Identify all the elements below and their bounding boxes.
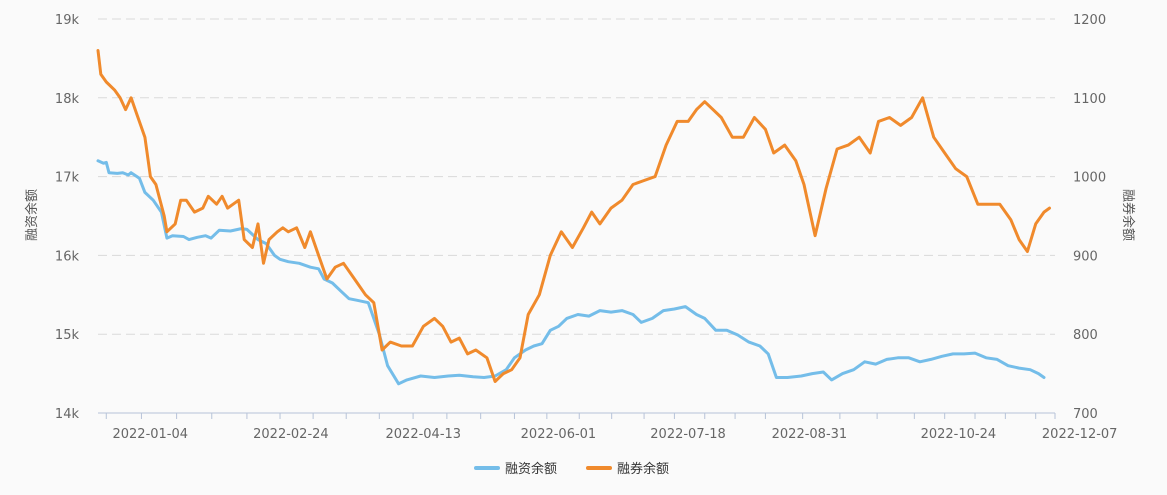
left-tick-label: 14k: [55, 407, 80, 422]
legend-item-financing[interactable]: 融资余额: [474, 461, 557, 477]
right-tick-label: 1200: [1073, 13, 1106, 28]
x-tick-label: 2022-01-04: [112, 427, 188, 442]
right-tick-label: 900: [1073, 249, 1098, 264]
series-line-financing: [96, 159, 1046, 386]
left-axis-ticks: 14k 15k 16k 17k 18k 19k: [55, 13, 80, 422]
x-tick-label: 2022-07-18: [650, 427, 726, 442]
legend: 融资余额 融券余额: [474, 461, 669, 477]
right-tick-label: 800: [1073, 328, 1098, 343]
grid-lines: [98, 18, 1055, 335]
right-axis-ticks: 700 800 900 1000 1100 1200: [1073, 13, 1106, 422]
left-tick-label: 18k: [55, 92, 80, 107]
right-tick-label: 1000: [1073, 171, 1106, 186]
left-tick-label: 16k: [55, 249, 80, 264]
left-tick-label: 15k: [55, 328, 80, 343]
series-line-short-selling: [96, 49, 1051, 383]
x-tick-label: 2022-10-24: [921, 427, 997, 442]
legend-item-short-selling[interactable]: 融券余额: [586, 461, 669, 477]
series-lines: [96, 49, 1051, 386]
left-tick-label: 19k: [55, 13, 80, 28]
legend-label-short-selling: 融券余额: [617, 461, 669, 477]
x-tick-label: 2022-08-31: [772, 427, 848, 442]
legend-label-financing: 融资余额: [505, 461, 557, 477]
right-tick-label: 1100: [1073, 92, 1106, 107]
x-tick-label: 2022-04-13: [386, 427, 462, 442]
x-tick-label: 2022-06-01: [521, 427, 597, 442]
x-tick-label: 2022-02-24: [253, 427, 329, 442]
left-tick-label: 17k: [55, 171, 80, 186]
left-axis-title: 融资余额: [24, 189, 40, 241]
right-axis-title: 融券余额: [1120, 189, 1136, 241]
x-axis: 2022-01-04 2022-02-24 2022-04-13 2022-06-01…: [98, 412, 1118, 442]
right-tick-label: 700: [1073, 407, 1098, 422]
x-tick-label: 2022-12-07: [1042, 427, 1118, 442]
